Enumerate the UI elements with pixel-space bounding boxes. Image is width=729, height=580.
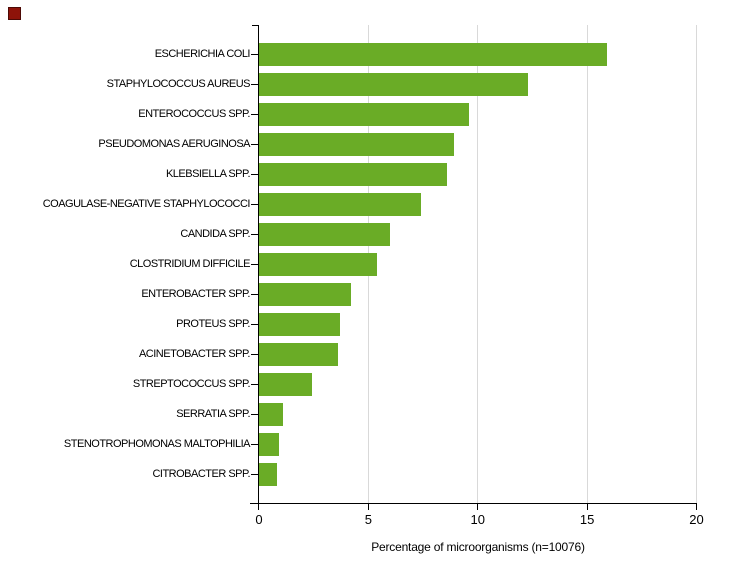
y-tick (251, 294, 259, 295)
x-axis (250, 503, 697, 504)
y-tick (251, 84, 259, 85)
bar (259, 253, 378, 276)
y-tick (251, 444, 259, 445)
category-label: COAGULASE-NEGATIVE STAPHYLOCOCCI (42, 198, 251, 210)
category-label: PSEUDOMONAS AERUGINOSA (98, 138, 250, 150)
y-tick (251, 114, 259, 115)
x-tick-15 (586, 503, 588, 510)
y-tick (251, 234, 259, 235)
y-tick (251, 324, 259, 325)
x-tick-label-20: 20 (689, 512, 704, 527)
category-label: ACINETOBACTER SPP. (138, 348, 251, 360)
bar (259, 283, 351, 306)
category-label: ENTEROBACTER SPP. (141, 288, 250, 300)
x-tick-label-0: 0 (255, 512, 263, 527)
y-tick (251, 354, 259, 355)
category-label: PROTEUS SPP. (176, 318, 250, 330)
y-tick (251, 144, 259, 145)
y-tick (251, 474, 259, 475)
bar (259, 433, 279, 456)
category-label: ENTEROCOCCUS SPP. (138, 108, 250, 120)
category-label: STENOTROPHOMONAS MALTOPHILIA (63, 438, 251, 450)
x-axis-title: Percentage of microorganisms (n=10076) (371, 540, 585, 554)
x-tick-label-15: 15 (579, 512, 595, 527)
y-axis-top-cap (252, 25, 259, 26)
bar (259, 133, 454, 156)
y-tick (251, 204, 259, 205)
corner-marker (8, 7, 21, 20)
bar (259, 73, 529, 96)
gridline-15 (586, 25, 588, 503)
bar (259, 193, 421, 216)
x-tick-10 (477, 503, 479, 510)
gridline-20 (696, 25, 697, 503)
category-label: STAPHYLOCOCCUS AUREUS (106, 78, 251, 90)
y-tick (251, 174, 259, 175)
x-tick-5 (367, 503, 369, 510)
category-label: CLOSTRIDIUM DIFFICILE (129, 258, 251, 270)
y-tick (251, 54, 259, 55)
bar (259, 373, 312, 396)
bar (259, 43, 607, 66)
bar (259, 313, 340, 336)
category-label: CITROBACTER SPP. (152, 468, 250, 480)
y-tick (251, 414, 259, 415)
y-axis (258, 25, 259, 510)
category-label: CANDIDA SPP. (180, 228, 250, 240)
category-label: STREPTOCOCCUS SPP. (132, 378, 251, 390)
category-label: ESCHERICHIA COLI (154, 48, 251, 60)
bar (259, 343, 338, 366)
x-tick-label-10: 10 (470, 512, 485, 527)
bar (259, 463, 277, 486)
bar (259, 163, 448, 186)
gridline-10 (477, 25, 479, 503)
bar (259, 403, 284, 426)
bar (259, 103, 469, 126)
x-tick-label-5: 5 (364, 512, 372, 527)
category-label: KLEBSIELLA SPP. (165, 168, 251, 180)
x-tick-20 (696, 503, 697, 510)
category-label: SERRATIA SPP. (176, 408, 250, 420)
y-tick (251, 384, 259, 385)
bar (259, 223, 391, 246)
y-tick (251, 264, 259, 265)
